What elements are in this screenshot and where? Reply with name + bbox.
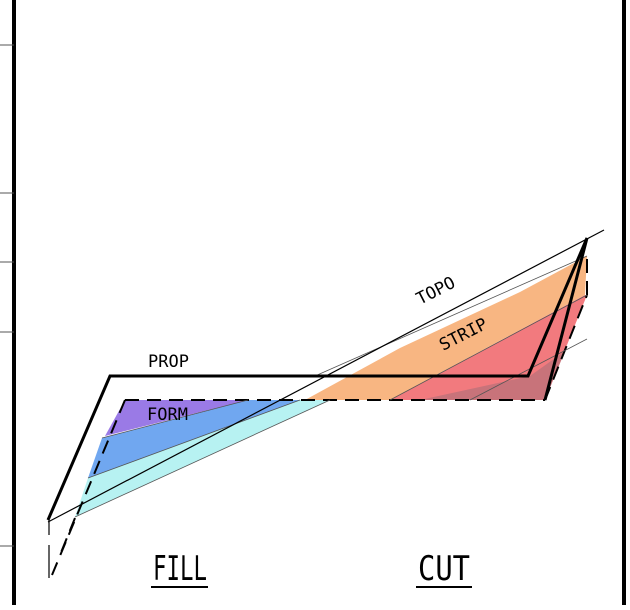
fill-label: FILL xyxy=(153,549,207,589)
strata-line xyxy=(101,399,249,439)
form-label: FORM xyxy=(147,405,188,425)
strata-line xyxy=(314,255,588,377)
cut-band-overlap xyxy=(420,351,565,400)
cut-label: CUT xyxy=(418,549,470,589)
dashed-lines xyxy=(51,256,588,576)
cut-right-dashed-line xyxy=(544,294,588,401)
left-scale-ticks xyxy=(0,44,14,547)
prop-outline xyxy=(46,237,589,521)
prop-label: PROP xyxy=(148,352,189,372)
cut-band-orange xyxy=(305,256,587,400)
strata-line xyxy=(469,338,588,401)
strata-line xyxy=(74,399,331,518)
strata-line xyxy=(87,399,301,479)
fill-left-lower-dashed-line xyxy=(59,517,76,556)
